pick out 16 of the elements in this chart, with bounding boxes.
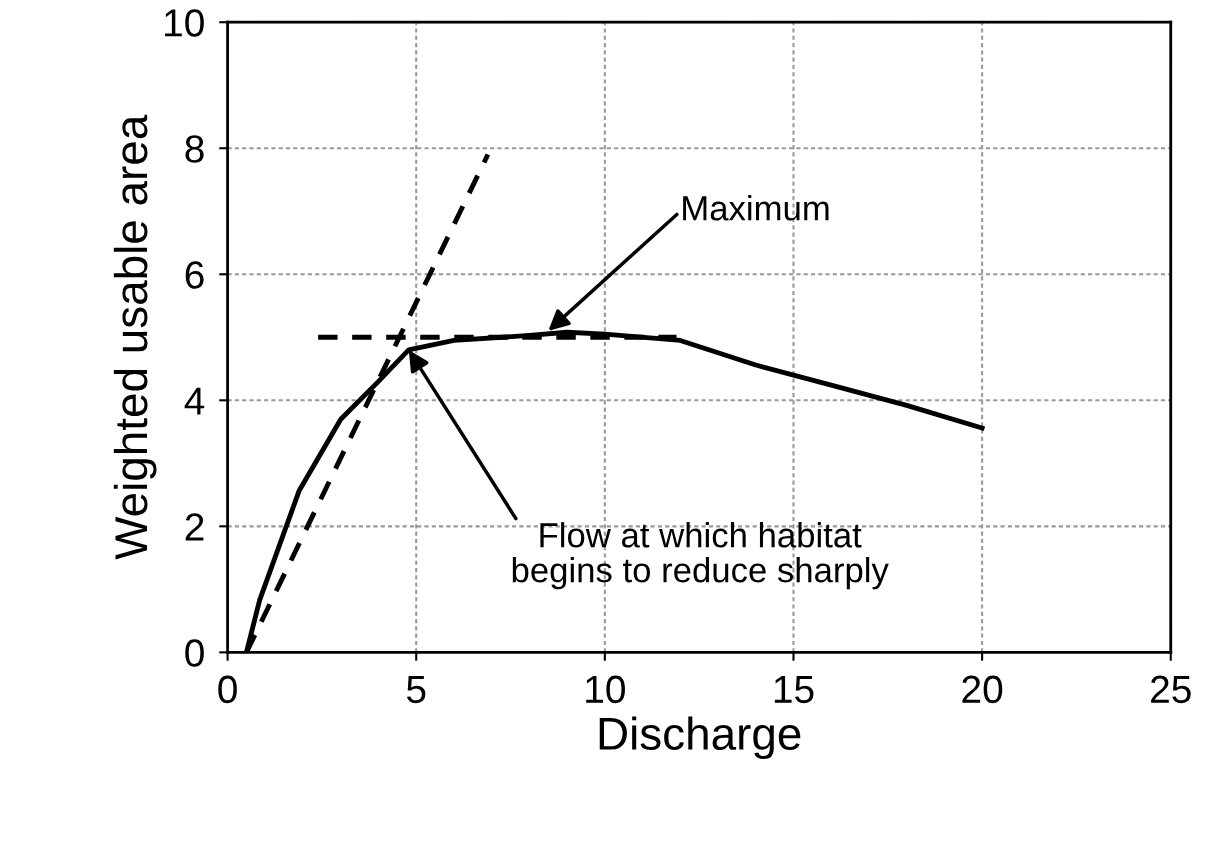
y-tick-label: 0 <box>185 639 204 667</box>
y-tick-label: 10 <box>165 9 204 37</box>
x-tick-label: 0 <box>218 675 237 704</box>
y-tick-label: 4 <box>184 387 205 415</box>
x-tick-label: 5 <box>406 676 426 704</box>
x-tick-label: 20 <box>962 675 1003 704</box>
y-tick-label: 8 <box>185 135 204 163</box>
x-tick-label: 10 <box>586 675 625 704</box>
x-tick-label: 25 <box>1151 675 1191 704</box>
annotation: Maximum <box>683 195 829 221</box>
annotation: Flow at which habitat begins to reduce sharply <box>512 522 889 590</box>
y-axis-title: Weighted usable area <box>113 114 157 560</box>
x-axis-title: Discharge <box>599 716 801 760</box>
x-tick-label: 15 <box>774 676 814 704</box>
y-tick-label: 6 <box>185 261 204 289</box>
y-tick-label: 2 <box>185 513 204 541</box>
